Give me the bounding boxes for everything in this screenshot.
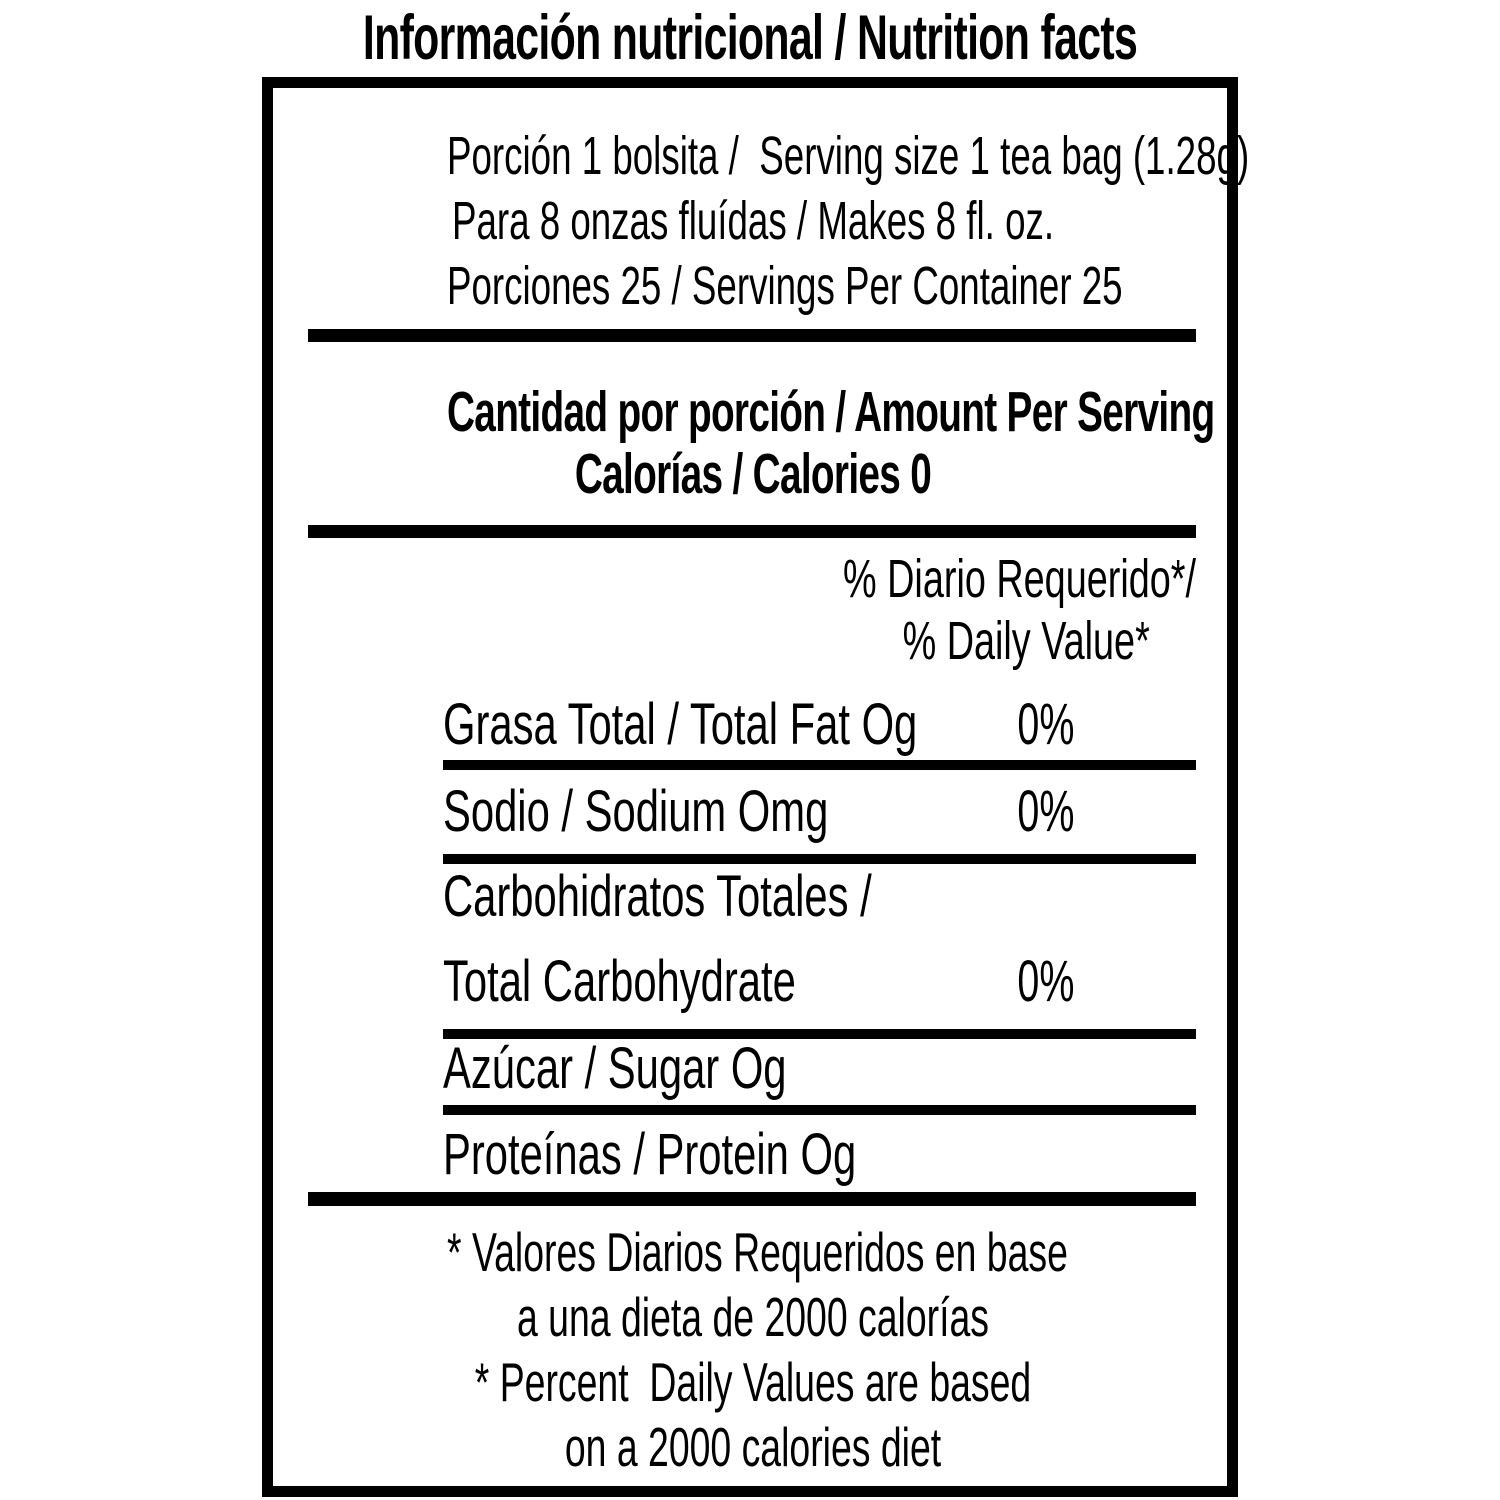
divider-total-fat [443,760,1196,770]
daily-value-header: % Diario Requerido*/ % Daily Value* [296,548,1196,672]
carbohydrate-daily-value: 0% [1017,949,1075,1014]
footnote-es-line1: * Valores Diarios Requeridos en base [447,1221,1068,1283]
nutrient-row-protein: Proteínas / Protein Og [443,1124,1017,1186]
sugar-label: Azúcar / Sugar Og [443,1036,787,1101]
sodium-label: Sodio / Sodium Omg [443,779,829,844]
divider-sodium [443,854,1196,864]
nutrient-row-sugar: Azúcar / Sugar Og [443,1038,920,1100]
divider-thick-calories [308,525,1196,538]
footnote: * Valores Diarios Requeridos en base a u… [303,1220,1203,1480]
amount-per-serving-heading: Cantidad por porción / Amount Per Servin… [447,380,1215,444]
nutrient-row-carbohydrate-en: Total Carbohydrate [443,951,933,1013]
carbohydrate-label-en: Total Carbohydrate [443,949,796,1014]
amount-per-serving: Cantidad por porción / Amount Per Servin… [303,380,1215,506]
serving-info: Porción 1 bolsita / Serving size 1 tea b… [303,124,1250,319]
footnote-en-line2: on a 2000 calories diet [564,1416,942,1478]
total-fat-daily-value: 0% [1017,692,1075,757]
serving-size-line: Porción 1 bolsita / Serving size 1 tea b… [447,126,1250,186]
daily-value-header-en: % Daily Value* [902,611,1150,671]
nutrient-row-total-fat: Grasa Total / Total Fat Og [443,694,1102,756]
footnote-es-line2: a una dieta de 2000 calorías [516,1286,990,1348]
carbohydrate-label-es: Carbohidratos Totales / [443,864,872,929]
servings-per-container-line: Porciones 25 / Servings Per Container 25 [447,256,1123,316]
label-frame [262,77,1238,1497]
divider-thick-footnote [308,1192,1196,1206]
calories-line: Calorías / Calories 0 [574,442,932,506]
nutrient-row-carbohydrate-es: Carbohidratos Totales / [443,866,1038,928]
divider-thick-top [308,329,1196,342]
nutrient-row-sodium: Sodio / Sodium Omg [443,781,978,843]
divider-sugar [443,1105,1196,1115]
label-title-text: Información nutricional / Nutrition fact… [362,3,1138,73]
daily-value-header-es: % Diario Requerido*/ [843,549,1196,609]
label-title: Información nutricional / Nutrition fact… [0,2,1500,74]
protein-label: Proteínas / Protein Og [443,1122,857,1187]
footnote-en-line1: * Percent Daily Values are based [474,1351,1032,1413]
divider-carbohydrate [443,1029,1196,1039]
total-fat-label: Grasa Total / Total Fat Og [443,692,918,757]
makes-line: Para 8 onzas fluídas / Makes 8 fl. oz. [451,191,1055,251]
sodium-daily-value: 0% [1017,779,1075,844]
